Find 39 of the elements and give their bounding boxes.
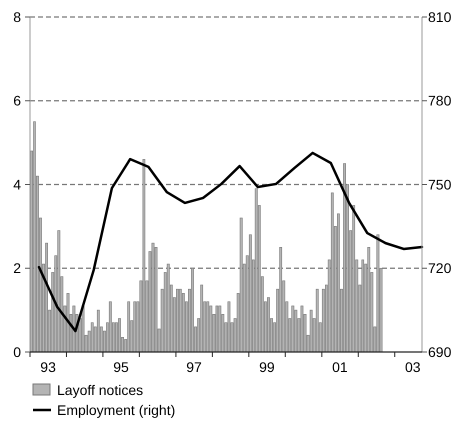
y2-tick-label: 750 [428, 176, 452, 192]
y-tick-label: 4 [13, 176, 22, 192]
bar [176, 288, 179, 352]
bar [337, 214, 340, 352]
y-tick-label: 6 [13, 92, 22, 109]
bar [228, 301, 230, 352]
y2-tick-label: 720 [428, 260, 452, 276]
bar [291, 306, 294, 352]
bar [82, 306, 84, 352]
bar [310, 310, 313, 352]
bar [322, 288, 325, 352]
bar [33, 121, 36, 352]
x-tick-label: 97 [186, 359, 202, 375]
bar [294, 310, 298, 352]
bar [72, 306, 76, 352]
x-tick-label: 03 [405, 359, 421, 375]
x-tick-label: 93 [40, 359, 56, 375]
y2-tick-label: 810 [428, 8, 452, 25]
y2-tick-label: 780 [428, 92, 452, 109]
bar [66, 293, 70, 352]
x-tick-label: 99 [259, 359, 275, 375]
y-tick-label: 2 [13, 260, 22, 276]
bar [300, 306, 304, 352]
legend-label: Employment (right) [57, 402, 176, 418]
line-series [38, 152, 424, 332]
bar [108, 301, 112, 352]
bar [267, 297, 270, 352]
y-tick-label: 0 [13, 344, 22, 360]
bar [118, 318, 121, 352]
x-tick-label: 95 [113, 359, 129, 375]
bar [114, 322, 118, 352]
bar [218, 306, 222, 352]
bar [152, 242, 154, 352]
y-tick-label: 8 [13, 8, 22, 25]
bar [182, 293, 185, 352]
legend-label: Layoff notices [57, 382, 144, 398]
y2-tick-label: 690 [428, 344, 452, 360]
bar [209, 306, 212, 352]
x-tick-label: 01 [332, 359, 348, 375]
